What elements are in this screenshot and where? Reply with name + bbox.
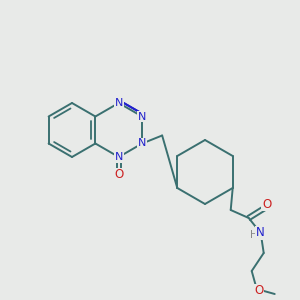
Text: H: H xyxy=(250,230,258,240)
Text: N: N xyxy=(138,139,146,148)
Text: O: O xyxy=(254,284,263,298)
Text: N: N xyxy=(256,226,265,239)
Text: O: O xyxy=(262,197,271,211)
Text: N: N xyxy=(138,112,146,122)
Text: N: N xyxy=(115,152,123,162)
Text: O: O xyxy=(114,169,123,182)
Text: N: N xyxy=(115,98,123,108)
